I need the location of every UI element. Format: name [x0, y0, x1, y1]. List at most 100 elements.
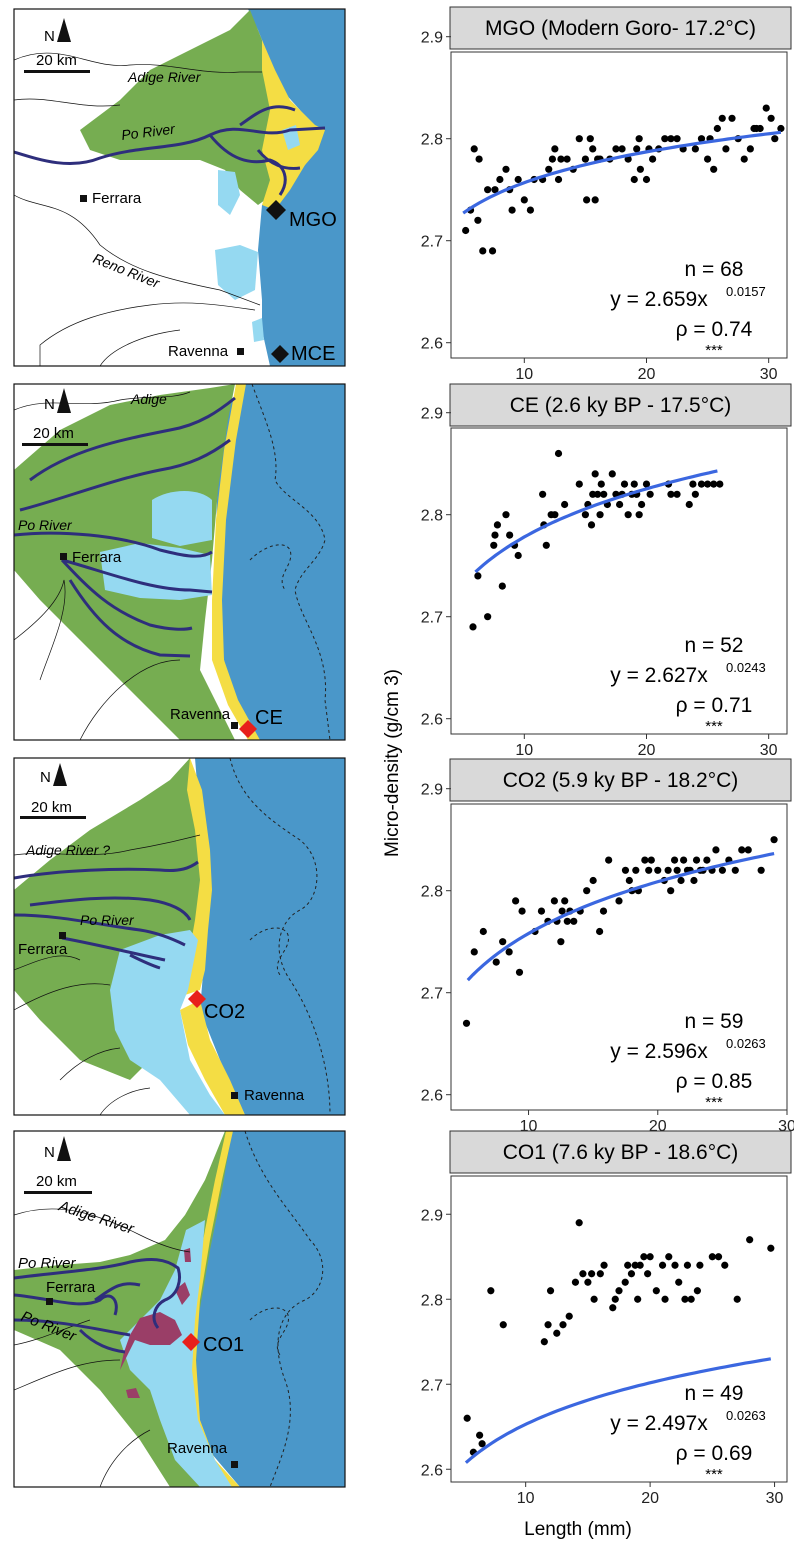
- data-point: [575, 135, 583, 143]
- data-point: [671, 1261, 679, 1269]
- data-point: [479, 927, 487, 936]
- data-point: [537, 907, 546, 915]
- po-river: [78, 1328, 126, 1354]
- data-point: [689, 480, 697, 488]
- sea: [248, 9, 345, 366]
- stat-rho: ρ = 0.74: [676, 318, 753, 341]
- site-label-co1: CO1: [203, 1334, 244, 1356]
- stat-equation: y = 2.497x: [610, 1412, 708, 1435]
- north-label: N: [44, 28, 55, 45]
- data-point: [496, 175, 504, 184]
- lagoon: [215, 245, 258, 300]
- river-line: [14, 983, 111, 1011]
- data-point: [502, 511, 510, 519]
- data-point: [630, 175, 638, 184]
- data-point: [624, 1261, 632, 1269]
- river-line: [14, 834, 201, 856]
- river-line: [14, 1208, 191, 1253]
- fit-curve: [462, 130, 782, 215]
- scatter-panels: MGO (Modern Goro- 17.2°C) 2.6 2.7 2.8 2.9 10 2…: [421, 6, 794, 1507]
- data-point: [767, 1244, 775, 1252]
- land-delta: [80, 10, 300, 205]
- map-panel-2: N 20 km Adige Po River Ferrara Ravenna C…: [13, 383, 346, 741]
- data-point: [476, 1431, 484, 1439]
- data-point: [645, 866, 653, 874]
- city-marker-ferrara: [59, 932, 66, 939]
- city-label-ferrara: Ferrara: [46, 1279, 96, 1296]
- data-point: [621, 866, 630, 874]
- data-point: [691, 490, 699, 498]
- stat-rho: ρ = 0.85: [676, 1070, 753, 1093]
- data-point: [557, 938, 565, 946]
- data-point: [544, 1321, 552, 1329]
- y-tick-label: 2.7: [421, 986, 443, 1003]
- lagoon: [120, 1220, 232, 1487]
- data-point: [594, 490, 602, 498]
- data-point: [554, 449, 563, 458]
- data-point: [512, 897, 520, 905]
- data-point: [728, 114, 736, 122]
- marsh: [120, 1312, 182, 1370]
- north-label: N: [44, 1144, 55, 1161]
- data-point: [599, 907, 608, 915]
- data-point: [721, 1261, 729, 1269]
- data-point: [474, 572, 482, 580]
- po-river: [256, 149, 301, 170]
- data-point: [526, 206, 535, 214]
- data-point: [589, 876, 597, 885]
- data-point: [691, 145, 699, 153]
- data-point: [680, 856, 688, 864]
- data-point: [771, 135, 779, 143]
- y-tick-label: 2.6: [421, 1462, 443, 1479]
- data-point: [693, 1287, 702, 1295]
- river-line: [59, 1047, 121, 1081]
- data-point: [557, 155, 565, 163]
- stat-equation: y = 2.627x: [610, 664, 708, 687]
- lagoon: [100, 543, 212, 600]
- city-label-ferrara: Ferrara: [72, 549, 122, 566]
- river-line: [99, 329, 181, 366]
- data-point: [673, 135, 681, 143]
- data-point: [673, 866, 681, 874]
- north-arrow-icon: [57, 18, 71, 42]
- data-point: [559, 1321, 567, 1329]
- data-point: [636, 1261, 644, 1269]
- stat-significance: ***: [705, 342, 723, 359]
- data-point: [591, 470, 599, 478]
- river-label-adige: Adige River ?: [25, 842, 110, 858]
- north-arrow-icon: [57, 1136, 71, 1161]
- data-point: [658, 1261, 667, 1269]
- data-point: [703, 155, 712, 163]
- data-point: [710, 165, 718, 173]
- data-point: [581, 155, 590, 163]
- river-line: [14, 98, 121, 107]
- data-point: [661, 1295, 669, 1303]
- y-tick-label: 2.6: [421, 1088, 443, 1105]
- river-line: [14, 579, 66, 681]
- data-point: [713, 124, 721, 133]
- data-point: [714, 1253, 723, 1261]
- po-river: [14, 860, 199, 880]
- data-point: [716, 480, 724, 488]
- data-point: [605, 856, 613, 864]
- data-point: [667, 490, 675, 498]
- data-point: [583, 196, 591, 204]
- data-point: [638, 500, 646, 509]
- coastline-dashed: [249, 927, 289, 976]
- data-point: [558, 907, 566, 915]
- data-point: [731, 866, 739, 874]
- site-marker-ce: [239, 720, 257, 738]
- city-label-ferrara: Ferrara: [18, 941, 68, 958]
- data-point: [664, 866, 672, 874]
- data-point: [571, 1278, 580, 1286]
- data-point: [520, 196, 528, 204]
- north-arrow-icon: [57, 388, 71, 413]
- data-point: [597, 480, 605, 488]
- beach: [212, 384, 260, 740]
- data-point: [718, 114, 726, 122]
- data-point: [631, 1261, 639, 1269]
- coastline-dashed: [244, 1131, 324, 1487]
- river-line: [14, 1319, 91, 1346]
- data-point: [490, 541, 498, 549]
